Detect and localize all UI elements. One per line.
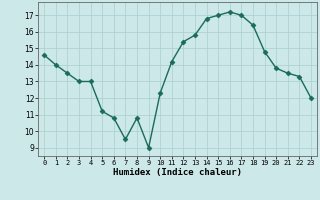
- X-axis label: Humidex (Indice chaleur): Humidex (Indice chaleur): [113, 168, 242, 177]
